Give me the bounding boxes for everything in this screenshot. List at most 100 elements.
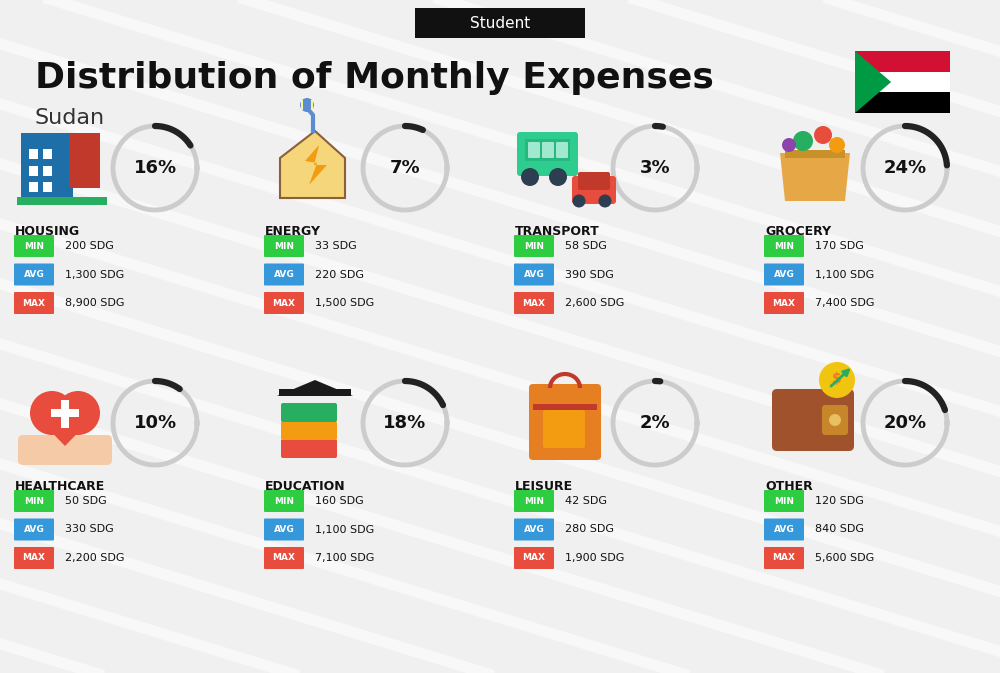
FancyBboxPatch shape <box>525 139 570 161</box>
FancyBboxPatch shape <box>785 150 845 158</box>
FancyBboxPatch shape <box>264 490 304 512</box>
FancyBboxPatch shape <box>529 384 601 460</box>
FancyBboxPatch shape <box>855 92 950 113</box>
Text: MAX: MAX <box>22 299 46 308</box>
Text: 7,100 SDG: 7,100 SDG <box>315 553 374 563</box>
FancyBboxPatch shape <box>279 389 351 396</box>
FancyBboxPatch shape <box>264 264 304 285</box>
FancyBboxPatch shape <box>764 518 804 540</box>
Text: MAX: MAX <box>272 553 296 563</box>
FancyBboxPatch shape <box>264 235 304 257</box>
Circle shape <box>829 414 841 426</box>
FancyBboxPatch shape <box>578 172 610 190</box>
Text: 2,200 SDG: 2,200 SDG <box>65 553 124 563</box>
Text: MIN: MIN <box>774 242 794 250</box>
FancyBboxPatch shape <box>21 133 73 201</box>
Polygon shape <box>780 153 850 201</box>
Text: HEALTHCARE: HEALTHCARE <box>15 480 105 493</box>
Text: 200 SDG: 200 SDG <box>65 241 114 251</box>
Text: 1,300 SDG: 1,300 SDG <box>65 269 124 279</box>
Text: AVG: AVG <box>524 525 544 534</box>
FancyBboxPatch shape <box>43 182 52 192</box>
FancyBboxPatch shape <box>14 547 54 569</box>
Polygon shape <box>280 131 345 198</box>
FancyBboxPatch shape <box>764 490 804 512</box>
FancyBboxPatch shape <box>14 490 54 512</box>
FancyBboxPatch shape <box>533 404 597 410</box>
FancyBboxPatch shape <box>764 235 804 257</box>
FancyBboxPatch shape <box>281 421 337 440</box>
Text: AVG: AVG <box>774 525 794 534</box>
Text: 1,100 SDG: 1,100 SDG <box>815 269 874 279</box>
FancyBboxPatch shape <box>772 389 854 451</box>
Circle shape <box>572 194 585 207</box>
Circle shape <box>829 137 845 153</box>
FancyBboxPatch shape <box>14 518 54 540</box>
Text: 24%: 24% <box>883 159 927 177</box>
FancyBboxPatch shape <box>281 403 337 422</box>
Text: 50 SDG: 50 SDG <box>65 496 107 506</box>
Text: 18%: 18% <box>383 414 427 432</box>
FancyBboxPatch shape <box>43 166 52 176</box>
FancyBboxPatch shape <box>764 547 804 569</box>
FancyBboxPatch shape <box>764 264 804 285</box>
FancyBboxPatch shape <box>17 197 107 205</box>
Text: Distribution of Monthly Expenses: Distribution of Monthly Expenses <box>35 61 714 95</box>
Text: LEISURE: LEISURE <box>515 480 573 493</box>
FancyBboxPatch shape <box>14 292 54 314</box>
Polygon shape <box>277 380 353 396</box>
Text: AVG: AVG <box>774 270 794 279</box>
Text: MIN: MIN <box>774 497 794 505</box>
Text: MAX: MAX <box>772 299 796 308</box>
FancyBboxPatch shape <box>61 400 69 428</box>
FancyBboxPatch shape <box>264 518 304 540</box>
Text: 840 SDG: 840 SDG <box>815 524 864 534</box>
FancyBboxPatch shape <box>264 292 304 314</box>
Text: 16%: 16% <box>133 159 177 177</box>
Circle shape <box>56 391 100 435</box>
Text: TRANSPORT: TRANSPORT <box>515 225 600 238</box>
Text: MIN: MIN <box>274 497 294 505</box>
Text: 10%: 10% <box>133 414 177 432</box>
Text: 160 SDG: 160 SDG <box>315 496 364 506</box>
Text: GROCERY: GROCERY <box>765 225 831 238</box>
Text: Student: Student <box>470 15 530 30</box>
FancyBboxPatch shape <box>14 235 54 257</box>
Text: AVG: AVG <box>524 270 544 279</box>
Text: 220 SDG: 220 SDG <box>315 269 364 279</box>
FancyBboxPatch shape <box>855 51 950 71</box>
FancyBboxPatch shape <box>29 149 38 159</box>
Text: MIN: MIN <box>24 242 44 250</box>
FancyBboxPatch shape <box>514 235 554 257</box>
Text: 170 SDG: 170 SDG <box>815 241 864 251</box>
Text: 2%: 2% <box>640 414 670 432</box>
FancyBboxPatch shape <box>514 490 554 512</box>
FancyBboxPatch shape <box>51 409 79 417</box>
Text: 390 SDG: 390 SDG <box>565 269 614 279</box>
Text: MAX: MAX <box>22 553 46 563</box>
Text: 8,900 SDG: 8,900 SDG <box>65 298 124 308</box>
Text: HOUSING: HOUSING <box>15 225 80 238</box>
FancyBboxPatch shape <box>528 142 540 158</box>
Text: 58 SDG: 58 SDG <box>565 241 607 251</box>
Circle shape <box>819 362 855 398</box>
Text: MAX: MAX <box>772 553 796 563</box>
Text: AVG: AVG <box>24 270 44 279</box>
FancyBboxPatch shape <box>543 410 585 448</box>
Text: 1,900 SDG: 1,900 SDG <box>565 553 624 563</box>
Text: 42 SDG: 42 SDG <box>565 496 607 506</box>
FancyBboxPatch shape <box>855 71 950 92</box>
Circle shape <box>793 131 813 151</box>
Text: 1,100 SDG: 1,100 SDG <box>315 524 374 534</box>
Text: MIN: MIN <box>274 242 294 250</box>
FancyBboxPatch shape <box>822 405 848 435</box>
Text: AVG: AVG <box>24 525 44 534</box>
Text: 20%: 20% <box>883 414 927 432</box>
FancyBboxPatch shape <box>281 439 337 458</box>
Text: 3%: 3% <box>640 159 670 177</box>
Text: MAX: MAX <box>522 553 546 563</box>
Circle shape <box>598 194 612 207</box>
FancyBboxPatch shape <box>264 547 304 569</box>
Circle shape <box>549 168 567 186</box>
FancyBboxPatch shape <box>542 142 554 158</box>
